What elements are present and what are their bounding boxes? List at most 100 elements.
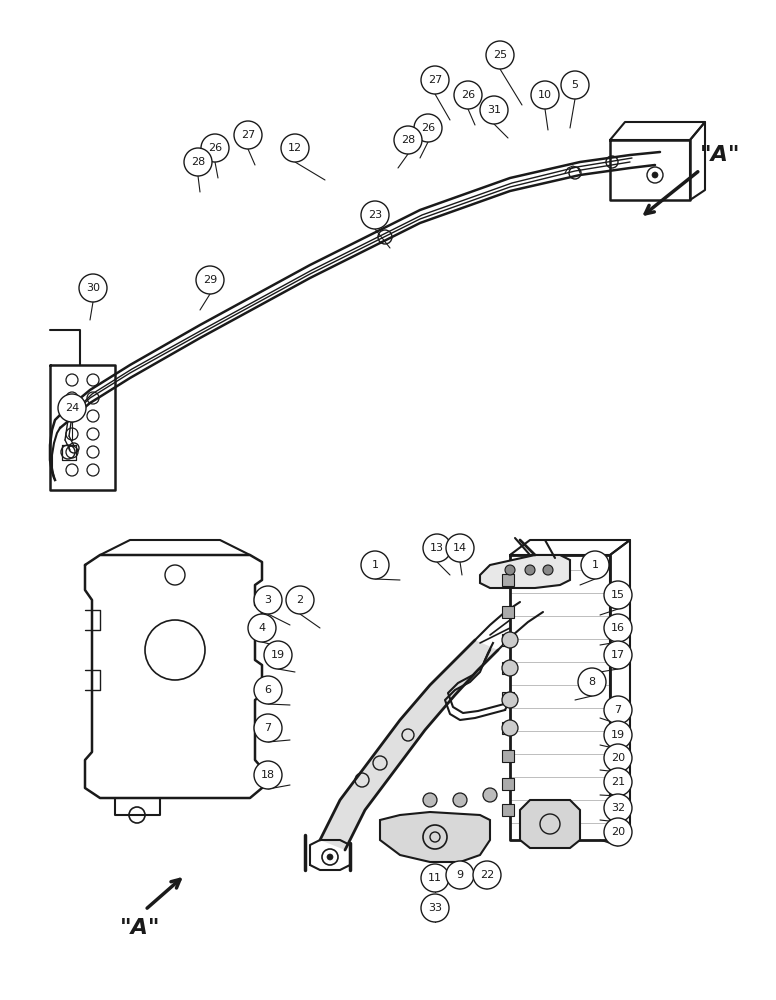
Text: 5: 5 xyxy=(571,80,578,90)
Circle shape xyxy=(581,551,609,579)
Bar xyxy=(502,778,514,790)
Text: 21: 21 xyxy=(611,777,625,787)
Text: 13: 13 xyxy=(430,543,444,553)
Circle shape xyxy=(421,894,449,922)
Polygon shape xyxy=(480,555,570,588)
Circle shape xyxy=(254,586,282,614)
Circle shape xyxy=(254,676,282,704)
Circle shape xyxy=(604,696,632,724)
Text: 27: 27 xyxy=(241,130,255,140)
Text: 16: 16 xyxy=(611,623,625,633)
Circle shape xyxy=(604,744,632,772)
Circle shape xyxy=(531,81,559,109)
Circle shape xyxy=(446,861,474,889)
Circle shape xyxy=(604,614,632,642)
Circle shape xyxy=(483,788,497,802)
Circle shape xyxy=(281,134,309,162)
Circle shape xyxy=(473,861,501,889)
Circle shape xyxy=(505,565,515,575)
Text: 4: 4 xyxy=(258,623,265,633)
Circle shape xyxy=(196,266,224,294)
Circle shape xyxy=(502,632,518,648)
Text: "A": "A" xyxy=(700,145,740,165)
Circle shape xyxy=(502,692,518,708)
Text: 9: 9 xyxy=(456,870,463,880)
Bar xyxy=(502,750,514,762)
Circle shape xyxy=(486,41,514,69)
Text: 1: 1 xyxy=(591,560,598,570)
Text: 22: 22 xyxy=(480,870,494,880)
Circle shape xyxy=(604,768,632,796)
Text: 3: 3 xyxy=(265,595,272,605)
Text: 6: 6 xyxy=(265,685,272,695)
Text: 31: 31 xyxy=(487,105,501,115)
Text: 26: 26 xyxy=(461,90,475,100)
Text: 26: 26 xyxy=(208,143,222,153)
Circle shape xyxy=(423,793,437,807)
Circle shape xyxy=(264,641,292,669)
Text: 14: 14 xyxy=(453,543,467,553)
Bar xyxy=(502,692,514,704)
Circle shape xyxy=(604,818,632,846)
Text: 30: 30 xyxy=(86,283,100,293)
Circle shape xyxy=(58,394,86,422)
Text: 8: 8 xyxy=(588,677,595,687)
Circle shape xyxy=(604,581,632,609)
Bar xyxy=(502,574,514,586)
Circle shape xyxy=(502,660,518,676)
Polygon shape xyxy=(520,800,580,848)
Circle shape xyxy=(248,614,276,642)
Text: 1: 1 xyxy=(372,560,379,570)
Circle shape xyxy=(234,121,262,149)
Circle shape xyxy=(525,565,535,575)
Circle shape xyxy=(604,794,632,822)
Text: 2: 2 xyxy=(296,595,303,605)
Circle shape xyxy=(184,148,212,176)
Bar xyxy=(502,662,514,674)
Text: 27: 27 xyxy=(428,75,442,85)
Text: 20: 20 xyxy=(611,827,625,837)
Text: 33: 33 xyxy=(428,903,442,913)
Circle shape xyxy=(327,854,333,860)
Text: 29: 29 xyxy=(203,275,217,285)
Circle shape xyxy=(454,81,482,109)
Text: 32: 32 xyxy=(611,803,625,813)
Circle shape xyxy=(421,66,449,94)
Circle shape xyxy=(423,534,451,562)
Circle shape xyxy=(394,126,422,154)
Circle shape xyxy=(254,714,282,742)
Bar xyxy=(502,606,514,618)
Text: 18: 18 xyxy=(261,770,275,780)
Circle shape xyxy=(480,96,508,124)
Text: 19: 19 xyxy=(611,730,625,740)
Text: 12: 12 xyxy=(288,143,302,153)
Text: 28: 28 xyxy=(191,157,205,167)
Text: 25: 25 xyxy=(493,50,507,60)
Text: 10: 10 xyxy=(538,90,552,100)
Text: 15: 15 xyxy=(611,590,625,600)
Circle shape xyxy=(502,720,518,736)
Circle shape xyxy=(543,565,553,575)
Bar xyxy=(502,722,514,734)
Circle shape xyxy=(561,71,589,99)
Text: 24: 24 xyxy=(65,403,79,413)
Bar xyxy=(502,804,514,816)
Text: 17: 17 xyxy=(611,650,625,660)
Text: 28: 28 xyxy=(401,135,415,145)
Text: 26: 26 xyxy=(421,123,435,133)
Circle shape xyxy=(604,641,632,669)
Text: "A": "A" xyxy=(120,918,161,938)
Polygon shape xyxy=(320,640,498,850)
Bar xyxy=(502,634,514,646)
Circle shape xyxy=(414,114,442,142)
Polygon shape xyxy=(380,812,490,862)
Text: 19: 19 xyxy=(271,650,285,660)
Circle shape xyxy=(79,274,107,302)
Circle shape xyxy=(421,864,449,892)
Text: 11: 11 xyxy=(428,873,442,883)
Text: 7: 7 xyxy=(615,705,622,715)
Text: 7: 7 xyxy=(265,723,272,733)
Circle shape xyxy=(201,134,229,162)
Circle shape xyxy=(254,761,282,789)
Circle shape xyxy=(604,721,632,749)
